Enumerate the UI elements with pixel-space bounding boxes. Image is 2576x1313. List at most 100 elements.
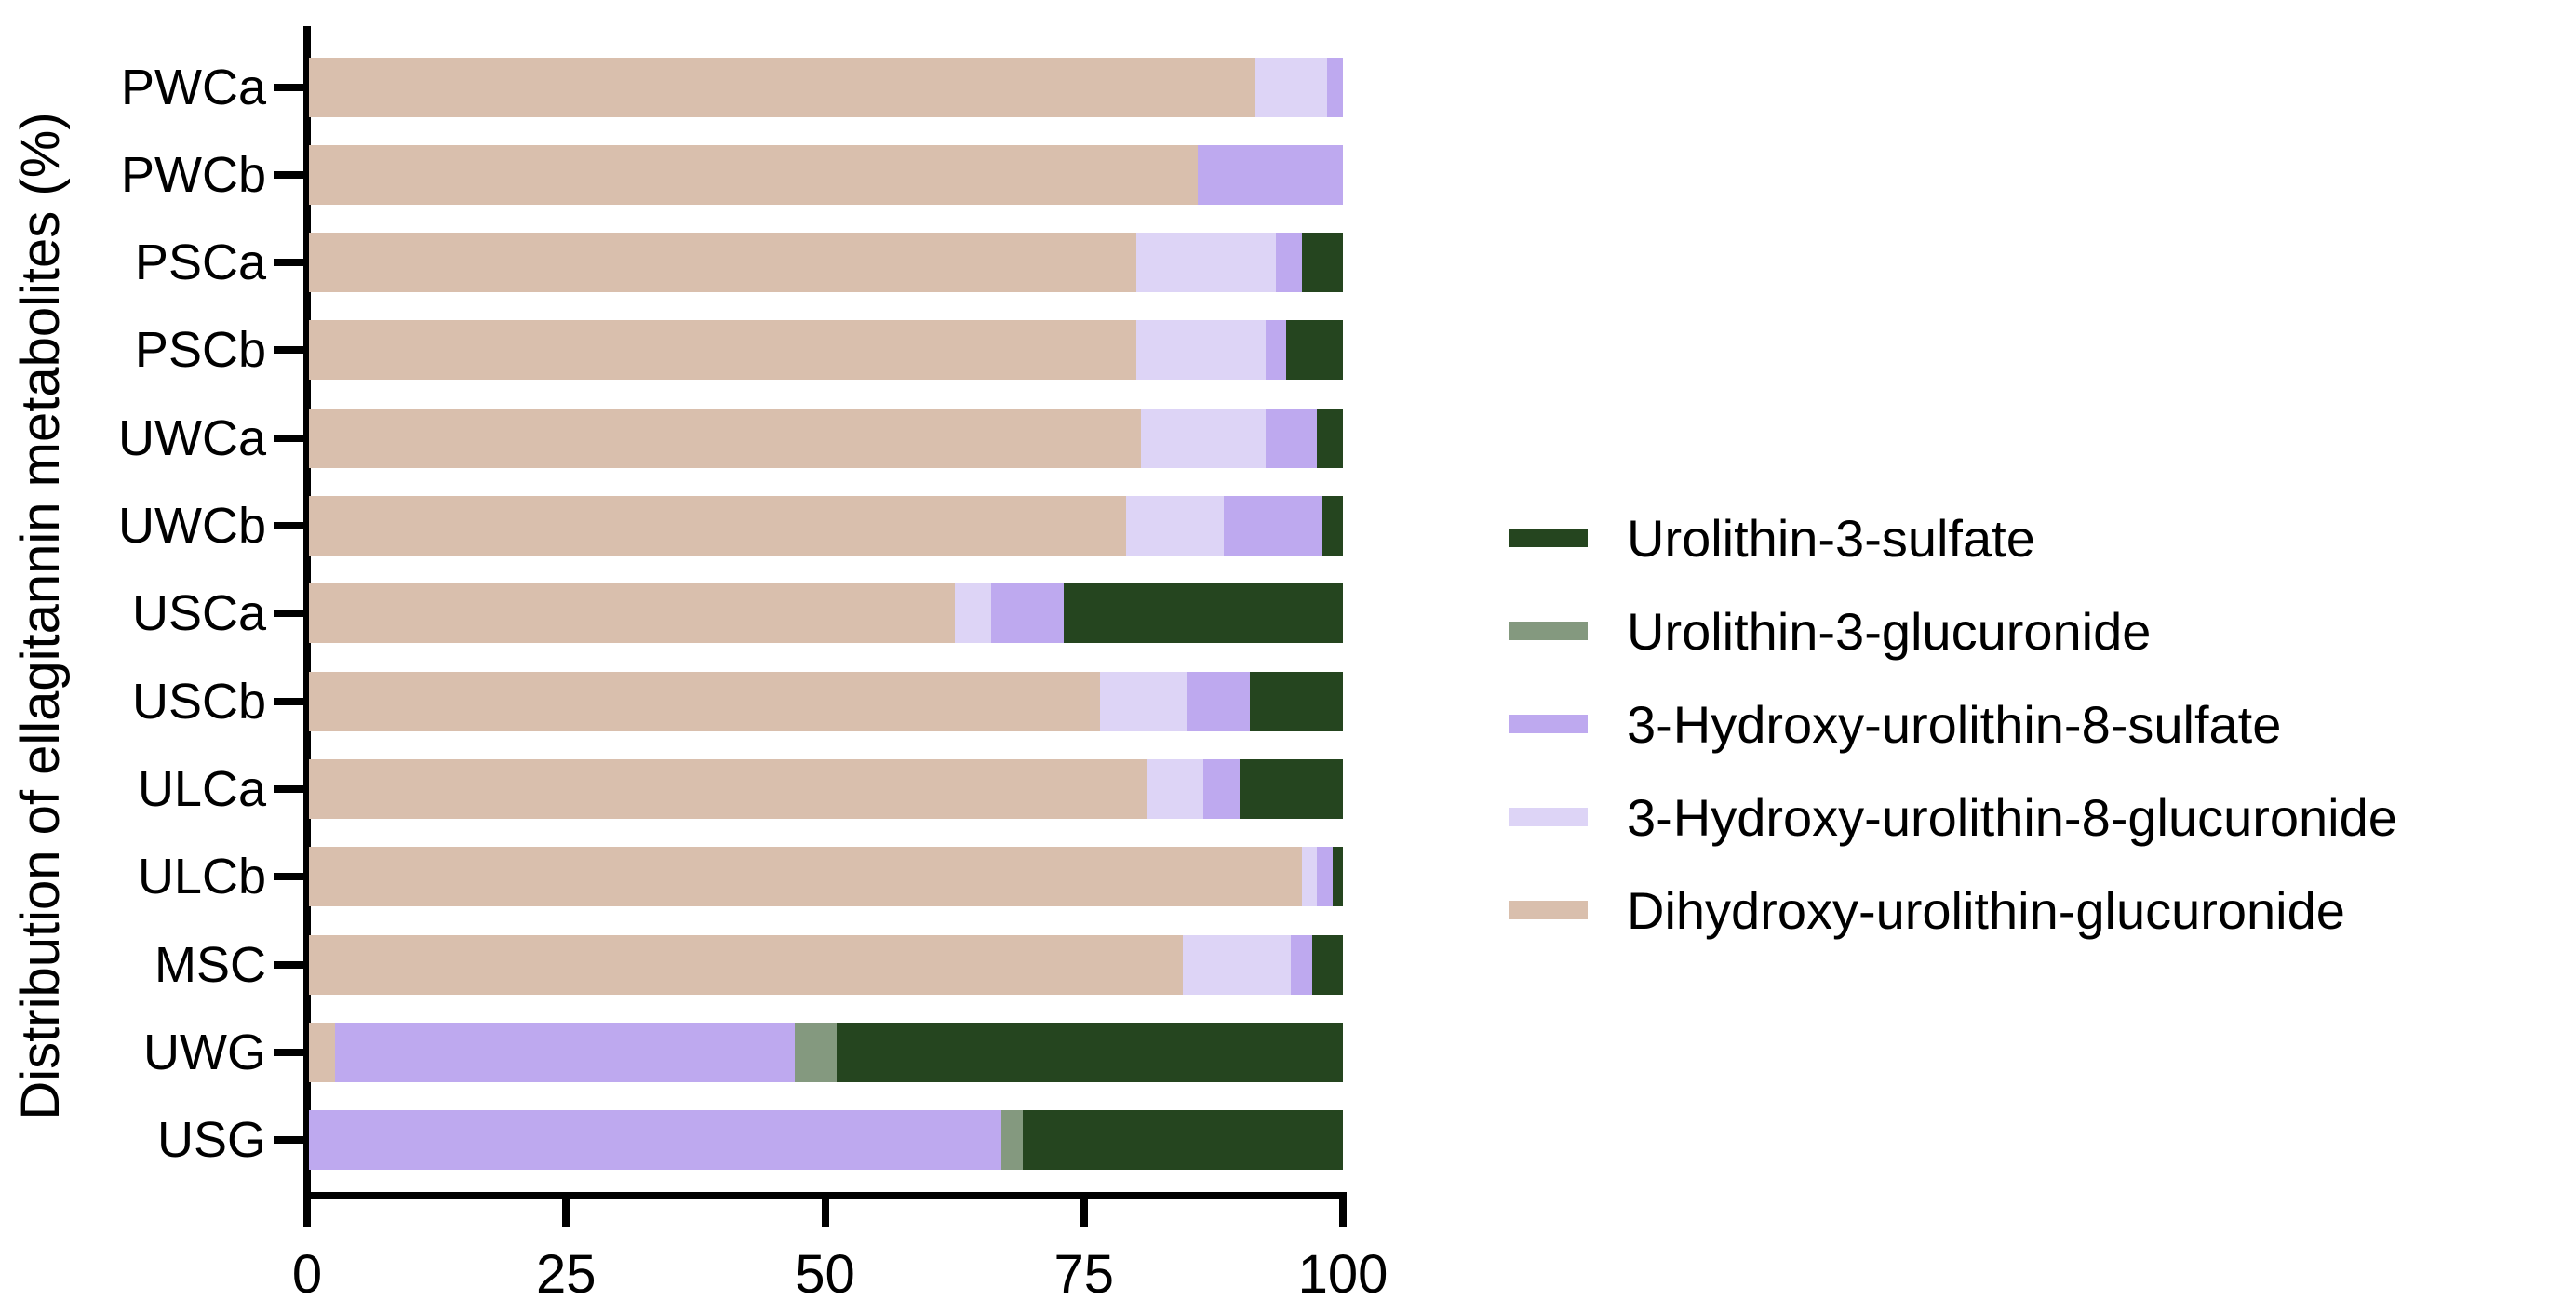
bar-segment-3-hydroxy-urolithin-8-sulfate (1327, 57, 1343, 117)
bar-segment-urolithin-3-sulfate (1322, 496, 1343, 556)
bar-segment-urolithin-3-sulfate (1022, 1110, 1343, 1171)
bar-segment-urolithin-3-sulfate (1239, 758, 1343, 819)
bar-segment-3-hydroxy-urolithin-8-glucuronide (1135, 320, 1266, 381)
bar-segment-3-hydroxy-urolithin-8-glucuronide (1125, 496, 1225, 556)
x-tick-0 (303, 1199, 311, 1227)
x-tick-50 (821, 1199, 829, 1227)
legend-label-3-hydroxy-urolithin-8-sulfate: 3-Hydroxy-urolithin-8-sulfate (1627, 694, 2282, 754)
y-tick-pwcb (274, 170, 309, 179)
x-tick-25 (562, 1199, 570, 1227)
bar-row-pwcb (309, 144, 1343, 205)
bar-row-uwg (309, 1022, 1343, 1082)
y-tick-ulcb (274, 873, 309, 881)
bar-row-pscb (309, 320, 1343, 381)
legend-swatch-urolithin-3-sulfate (1509, 529, 1588, 547)
legend-label-3-hydroxy-urolithin-8-glucuronide: 3-Hydroxy-urolithin-8-glucuronide (1627, 787, 2397, 847)
bar-segment-3-hydroxy-urolithin-8-glucuronide (1146, 758, 1203, 819)
legend-label-urolithin-3-sulfate: Urolithin-3-sulfate (1627, 508, 2035, 568)
legend-swatch-3-hydroxy-urolithin-8-glucuronide (1509, 808, 1588, 826)
legend-swatch-dihydroxy-urolithin-glucuronide (1509, 901, 1588, 919)
bar-segment-3-hydroxy-urolithin-8-glucuronide (1135, 233, 1276, 293)
bar-segment-urolithin-3-sulfate (1249, 671, 1343, 731)
bar-row-uwcb (309, 496, 1343, 556)
bar-segment-3-hydroxy-urolithin-8-sulfate (1224, 496, 1322, 556)
bar-segment-3-hydroxy-urolithin-8-sulfate (1275, 233, 1302, 293)
bar-row-ulcb (309, 847, 1343, 907)
bar-segment-3-hydroxy-urolithin-8-sulfate (1203, 758, 1240, 819)
bar-segment-3-hydroxy-urolithin-8-glucuronide (1182, 934, 1292, 995)
category-label-uwca: UWCa (118, 409, 266, 466)
bar-segment-urolithin-3-sulfate (1332, 847, 1343, 907)
bar-segment-3-hydroxy-urolithin-8-glucuronide (1301, 847, 1318, 907)
bar-segment-urolithin-3-sulfate (1317, 408, 1343, 468)
bar-segment-dihydroxy-urolithin-glucuronide (309, 320, 1136, 381)
y-tick-uwcb (274, 522, 309, 529)
bar-segment-urolithin-3-glucuronide (1001, 1110, 1023, 1171)
legend-swatch-3-hydroxy-urolithin-8-sulfate (1509, 715, 1588, 733)
bar-segment-3-hydroxy-urolithin-8-sulfate (1291, 934, 1312, 995)
y-tick-msc (274, 960, 309, 969)
bar-segment-dihydroxy-urolithin-glucuronide (309, 583, 956, 644)
bar-row-usg (309, 1110, 1343, 1171)
legend-label-dihydroxy-urolithin-glucuronide: Dihydroxy-urolithin-glucuronide (1627, 880, 2345, 940)
category-label-pwca: PWCa (120, 59, 266, 115)
category-label-uwcb: UWCb (118, 498, 266, 554)
bar-segment-3-hydroxy-urolithin-8-sulfate (1198, 144, 1343, 205)
bar-segment-urolithin-3-sulfate (1301, 233, 1343, 293)
bar-row-ulca (309, 758, 1343, 819)
category-label-msc: MSC (154, 936, 266, 993)
bar-segment-dihydroxy-urolithin-glucuronide (309, 934, 1183, 995)
bar-segment-dihydroxy-urolithin-glucuronide (309, 144, 1199, 205)
bar-segment-3-hydroxy-urolithin-8-glucuronide (1141, 408, 1266, 468)
bar-segment-dihydroxy-urolithin-glucuronide (309, 847, 1302, 907)
bar-segment-dihydroxy-urolithin-glucuronide (309, 496, 1126, 556)
category-label-psca: PSCa (134, 234, 266, 291)
category-label-pscb: PSCb (134, 322, 266, 379)
category-label-usca: USCa (131, 585, 266, 642)
x-tick-label-75: 75 (1053, 1244, 1114, 1305)
x-axis-line (303, 1192, 1347, 1199)
bar-segment-dihydroxy-urolithin-glucuronide (309, 671, 1100, 731)
x-tick-75 (1080, 1199, 1088, 1227)
bar-segment-urolithin-3-sulfate (1311, 934, 1343, 995)
bar-row-usca (309, 583, 1343, 644)
y-tick-ulca (274, 784, 309, 793)
bar-row-psca (309, 233, 1343, 293)
category-label-ulcb: ULCb (137, 849, 266, 905)
bar-segment-3-hydroxy-urolithin-8-sulfate (1187, 671, 1250, 731)
bar-row-pwca (309, 57, 1343, 117)
bar-segment-urolithin-3-sulfate (1064, 583, 1343, 644)
x-tick-100 (1339, 1199, 1347, 1227)
bar-segment-dihydroxy-urolithin-glucuronide (309, 57, 1255, 117)
category-label-usg: USG (156, 1112, 266, 1169)
bar-segment-dihydroxy-urolithin-glucuronide (309, 233, 1136, 293)
bar-segment-3-hydroxy-urolithin-8-sulfate (309, 1110, 1002, 1171)
bar-segment-dihydroxy-urolithin-glucuronide (309, 758, 1147, 819)
legend-label-urolithin-3-glucuronide: Urolithin-3-glucuronide (1627, 601, 2152, 661)
bar-segment-3-hydroxy-urolithin-8-glucuronide (1099, 671, 1188, 731)
legend-swatch-urolithin-3-glucuronide (1509, 622, 1588, 640)
bar-segment-urolithin-3-sulfate (1285, 320, 1343, 381)
y-tick-uwca (274, 434, 309, 442)
bar-segment-3-hydroxy-urolithin-8-glucuronide (955, 583, 992, 644)
bar-segment-3-hydroxy-urolithin-8-sulfate (991, 583, 1065, 644)
x-tick-label-0: 0 (291, 1244, 323, 1305)
category-label-uwg: UWG (143, 1024, 266, 1080)
y-tick-psca (274, 259, 309, 267)
bar-segment-3-hydroxy-urolithin-8-sulfate (334, 1022, 796, 1082)
bar-segment-dihydroxy-urolithin-glucuronide (309, 408, 1142, 468)
bar-segment-3-hydroxy-urolithin-8-sulfate (1317, 847, 1333, 907)
y-tick-usg (274, 1136, 309, 1145)
y-tick-pscb (274, 346, 309, 355)
category-label-uscb: USCb (131, 673, 266, 730)
bar-segment-3-hydroxy-urolithin-8-sulfate (1265, 408, 1318, 468)
bar-segment-urolithin-3-glucuronide (795, 1022, 837, 1082)
x-tick-label-25: 25 (535, 1244, 597, 1305)
bar-row-uwca (309, 408, 1343, 468)
x-tick-label-50: 50 (795, 1244, 855, 1305)
bar-segment-3-hydroxy-urolithin-8-sulfate (1265, 320, 1286, 381)
y-tick-usca (274, 610, 309, 618)
x-tick-label-100: 100 (1297, 1244, 1389, 1305)
bar-segment-dihydroxy-urolithin-glucuronide (309, 1022, 335, 1082)
bar-segment-urolithin-3-sulfate (836, 1022, 1343, 1082)
